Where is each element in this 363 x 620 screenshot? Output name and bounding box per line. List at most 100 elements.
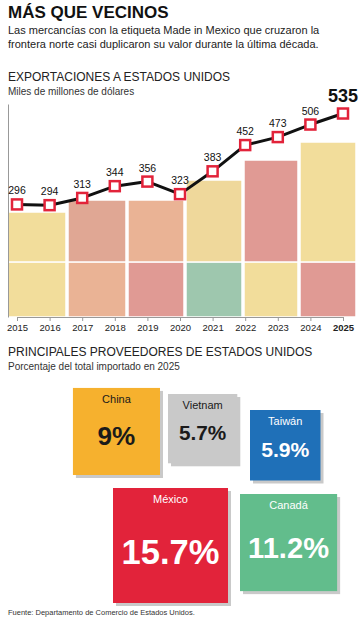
background-containers (8, 142, 356, 317)
chart-title: PRINCIPALES PROVEEDORES DE ESTADOS UNIDO… (8, 345, 312, 359)
value-label: 11.2% (248, 532, 329, 564)
square-label: Taiwán (268, 415, 302, 427)
x-tick-mark (115, 317, 116, 321)
container (300, 262, 356, 317)
plot-area (12, 109, 348, 211)
x-tick-mark (50, 317, 51, 321)
x-tick-label: 2017 (72, 322, 93, 333)
x-tick: 2024 (300, 317, 321, 333)
x-tick-label: 2024 (300, 322, 321, 333)
square (73, 388, 160, 475)
square-label: Canadá (269, 499, 308, 511)
x-tick-mark (310, 317, 311, 321)
data-label: 535 (328, 86, 358, 106)
data-label: 452 (236, 125, 254, 137)
x-tick-mark (82, 317, 83, 321)
marker (208, 166, 218, 176)
x-tick-mark (245, 317, 246, 321)
subtitle: Las mercancías con la etiqueta Made in M… (8, 24, 322, 50)
data-label: 344 (106, 166, 124, 178)
square-label: China (102, 393, 132, 405)
line (17, 114, 343, 206)
container (68, 262, 126, 317)
x-tick-label: 2016 (40, 322, 61, 333)
squares: China 9% Vietnam 5.7% Taiwán 5.9% México 15.7% C… (73, 388, 340, 606)
container (186, 180, 242, 262)
square (240, 494, 337, 591)
data-labels: 296 294 313 344 356 323 383 452 473 506 535 (8, 86, 358, 198)
x-axis: 2015 2016 2017 2018 2019 2020 2021 2022 2023 2024… (7, 317, 355, 333)
x-tick-label: 2018 (105, 322, 126, 333)
subtitle-line: Las mercancías con la etiqueta Made in M… (8, 24, 322, 36)
container (8, 212, 66, 262)
data-label: 323 (171, 174, 189, 186)
marker (45, 200, 55, 210)
marker (142, 177, 152, 187)
container (186, 262, 242, 317)
marker (12, 199, 22, 209)
marker (77, 193, 87, 203)
marker (110, 181, 120, 191)
x-tick-label: 2021 (203, 322, 224, 333)
square (250, 410, 320, 480)
x-tick: 2023 (268, 317, 289, 333)
data-label: 473 (269, 117, 287, 129)
x-tick: 2015 (7, 317, 28, 333)
data-label: 356 (139, 162, 157, 174)
x-tick-mark (213, 317, 214, 321)
data-label: 294 (41, 185, 59, 197)
subtitle-line: frontera norte casi duplicaron su valor … (8, 38, 319, 50)
container (300, 142, 356, 262)
x-tick-label: 2015 (7, 322, 28, 333)
container (244, 160, 298, 262)
square (113, 488, 228, 603)
square-label: México (153, 493, 188, 505)
square (168, 394, 237, 463)
x-tick-label: 2020 (170, 322, 191, 333)
x-tick-mark (343, 317, 344, 321)
value-label: 5.7% (179, 421, 226, 444)
x-tick: 2018 (105, 317, 126, 333)
value-label: 5.9% (261, 438, 309, 461)
data-label: 506 (302, 105, 320, 117)
container (128, 262, 184, 317)
chart-subtitle: Porcentaje del total importado en 2025 (8, 361, 180, 372)
x-tick: 2021 (203, 317, 224, 333)
value-label: 9% (98, 421, 136, 451)
x-tick: 2020 (170, 317, 191, 333)
marker (240, 140, 250, 150)
value-label: 15.7% (122, 533, 220, 571)
title: MÁS QUE VECINOS (8, 3, 169, 22)
x-tick: 2025 (333, 317, 355, 333)
data-label: 313 (73, 178, 91, 190)
container (244, 262, 298, 317)
y-axis (8, 105, 9, 318)
marker (305, 120, 315, 130)
infographic: MÁS QUE VECINOS Las mercancías con la eti… (0, 0, 363, 620)
container (8, 262, 66, 317)
x-tick-label: 2019 (137, 322, 158, 333)
x-tick-mark (17, 317, 18, 321)
x-tick: 2017 (72, 317, 93, 333)
container (128, 200, 184, 262)
x-tick-mark (180, 317, 181, 321)
chart-title: EXPORTACIONES A ESTADOS UNIDOS (8, 70, 230, 84)
container (68, 200, 126, 262)
x-tick-label: 2023 (268, 322, 289, 333)
x-tick-mark (147, 317, 148, 321)
marker (273, 132, 283, 142)
x-tick: 2016 (40, 317, 61, 333)
marker (338, 109, 348, 119)
chart-subtitle: Miles de millones de dólares (8, 86, 134, 97)
x-tick: 2019 (137, 317, 158, 333)
data-label: 383 (204, 151, 222, 163)
x-tick: 2022 (235, 317, 256, 333)
source: Fuente: Departamento de Comercio de Esta… (8, 608, 195, 617)
square-label: Vietnam (183, 399, 223, 411)
marker (175, 189, 185, 199)
data-label: 296 (8, 184, 26, 196)
x-tick-label: 2025 (333, 322, 355, 333)
x-tick-label: 2022 (235, 322, 256, 333)
x-tick-mark (278, 317, 279, 321)
y-axis-line (8, 105, 9, 318)
